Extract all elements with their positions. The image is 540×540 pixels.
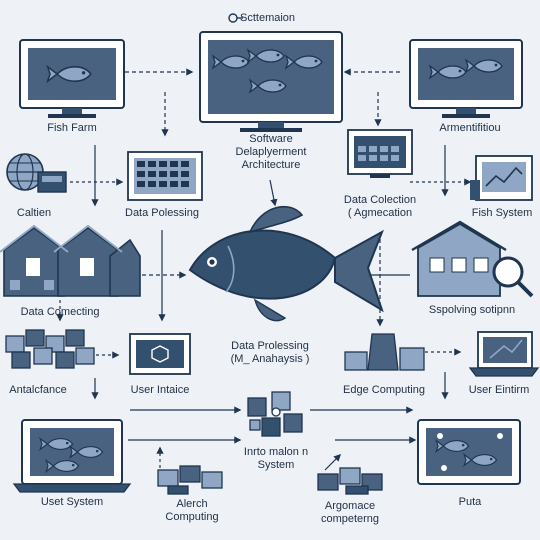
label-argomace-line-1: Argomace [324,500,376,512]
label-data-comecting: Data Comecting [20,306,100,318]
label-software-architecture-line-2: Delaplyerment [235,146,307,158]
label-puta: Puta [458,496,482,508]
label-caltien: Caltien [16,207,52,219]
house-magnifier-icon [411,220,534,298]
label-armentifitiou: Armentifitiou [439,122,501,134]
label-alerch-line-1: Alerch [176,498,208,510]
label-data-polessing: Data Polessing [125,207,199,219]
label-data-collection: Data Colection ( Agmecation [328,194,432,220]
alerch-computing-blocks-icon [157,465,223,495]
data-collection-screen-icon [347,129,413,178]
label-uset-system: Uset System [40,496,104,508]
user-laptop-icon [468,331,540,377]
label-argomace: Argomace competerng [300,500,400,526]
title-icon [228,13,243,23]
label-data-prolessing: Data Prolessing (M_ Anahaysis ) [208,340,332,366]
label-data-collection-line-2: ( Agmecation [347,207,413,219]
label-argomace-line-2: competerng [320,513,380,525]
puta-monitor-icon [417,419,521,485]
label-fish-farm: Fish Farm [47,122,97,134]
label-data-collection-line-1: Data Colection [343,194,417,206]
central-fish-icon [188,205,384,322]
label-software-architecture-line-1: Software [249,133,293,145]
label-alerch-computing: Alerch Computing [150,498,234,524]
fish-system-device-icon [470,155,533,201]
label-inrto-malon-system: Inrto malon n System [224,446,328,472]
fish-farm-monitor-icon [19,39,125,118]
user-interface-screen-icon [129,333,191,375]
label-spsolving: Sspolving sotipnn [428,304,516,316]
user-system-laptop-icon [12,419,132,493]
information-system-network-icon [247,391,303,437]
label-fish-system: Fish System [471,207,533,219]
label-inrto-line-1: Inrto malon n [243,446,309,458]
label-user-intaice: User Intaice [130,384,190,396]
storage-blocks-icon [5,329,95,369]
edge-computing-blocks-icon [344,333,425,371]
label-data-prolessing-line-2: (M_ Anahaysis ) [230,353,310,365]
label-antalcfance: Antalcfance [9,384,67,396]
data-processing-grid-icon [127,151,203,201]
label-alerch-line-2: Computing [165,511,219,523]
label-edge-computing: Edge Computing [343,384,425,396]
houses-icon [0,224,141,297]
globe-icon [6,153,67,193]
label-inrto-line-2: System [257,459,295,471]
label-software-architecture: Software Delaplyerment Architecture [205,133,337,172]
label-data-prolessing-line-1: Data Prolessing [231,340,309,352]
software-architecture-monitor-icon [199,31,343,132]
diagram-title: Scttemaion [240,12,296,24]
label-user-eintirm: User Eintirm [468,384,530,396]
armentifitiou-monitor-icon [409,39,523,118]
label-software-architecture-line-3: Architecture [241,159,301,171]
argomace-blocks-icon [317,467,383,495]
